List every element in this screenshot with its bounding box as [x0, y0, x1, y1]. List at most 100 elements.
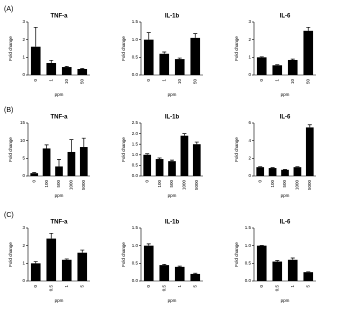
error-bar [162, 51, 167, 54]
bar [77, 252, 88, 281]
x-tick-label: 100 [44, 180, 49, 188]
y-axis-label: Fold change [234, 242, 239, 267]
y-axis-label: Fold change [121, 242, 126, 267]
error-bar [306, 26, 311, 31]
error-bar [64, 65, 69, 68]
x-axis-label: ppm [281, 193, 290, 198]
y-tick-label: 1.0 [245, 243, 252, 248]
bar [192, 144, 201, 176]
y-tick-label: 1.5 [132, 225, 139, 230]
x-tick-label: 5000 [81, 180, 86, 191]
x-tick-label: 0 [146, 79, 151, 82]
x-tick-label: 1000 [182, 180, 187, 191]
y-tick-label: 3 [22, 225, 25, 230]
error-bar [290, 257, 295, 260]
error-bar [170, 159, 174, 162]
bar [143, 245, 154, 281]
bar [79, 147, 88, 176]
error-bar [33, 26, 38, 47]
error-bar [49, 59, 54, 63]
bar [143, 154, 152, 176]
chart-title: TNF-a [51, 14, 69, 20]
y-tick-label: 1 [22, 55, 25, 60]
x-tick-label: 100 [157, 180, 162, 188]
x-tick-label: 50 [305, 79, 310, 85]
x-tick-label: 100 [270, 180, 275, 188]
error-bar [193, 33, 198, 38]
x-tick-label: 50 [79, 79, 84, 85]
panel-label: (C) [4, 212, 14, 219]
error-bar [80, 249, 85, 253]
bar [303, 30, 314, 75]
error-bar [80, 68, 85, 69]
x-axis-label: ppm [281, 298, 290, 303]
error-bar [69, 139, 74, 152]
x-tick-label: 5000 [307, 180, 312, 191]
error-bar [32, 172, 37, 174]
bar [77, 68, 88, 75]
error-bar [81, 137, 86, 148]
x-tick-label: 1 [64, 285, 69, 288]
x-axis-label: ppm [168, 193, 177, 198]
bar [272, 65, 283, 75]
x-axis-label: ppm [55, 193, 64, 198]
x-tick-label: 1 [290, 285, 295, 288]
x-tick-label: 0 [31, 180, 36, 183]
error-bar [44, 144, 49, 149]
y-tick-label: 0 [22, 72, 25, 77]
bar [46, 238, 57, 281]
x-tick-label: 5 [79, 285, 84, 288]
y-tick-label: 1 [22, 261, 25, 266]
x-tick-label: 1000 [69, 180, 74, 191]
chart-title: TNF-a [51, 115, 69, 121]
x-tick-label: 1 [48, 79, 53, 82]
y-tick-label: 0 [248, 72, 251, 77]
bar [67, 151, 76, 176]
y-tick-label: 0.0 [245, 278, 252, 283]
bar [168, 161, 176, 176]
x-axis-label: ppm [55, 92, 64, 97]
y-tick-label: 6 [248, 120, 251, 125]
x-tick-label: 1 [274, 79, 279, 82]
error-bar [145, 153, 150, 155]
x-axis-label: ppm [55, 298, 64, 303]
bar [287, 259, 298, 281]
bar [256, 245, 267, 281]
bar [174, 59, 185, 75]
x-tick-label: 0.5 [48, 285, 53, 292]
error-bar [64, 258, 69, 260]
error-bar [157, 157, 162, 160]
bar [281, 169, 289, 176]
x-tick-label: 500 [169, 180, 174, 188]
error-bar [146, 243, 151, 246]
bar [268, 168, 277, 176]
bar [30, 46, 41, 75]
y-axis-label: Fold change [121, 137, 126, 162]
error-bar [307, 124, 312, 128]
y-tick-label: 1.5 [132, 141, 139, 146]
x-tick-label: 10 [64, 79, 69, 85]
x-tick-label: 5 [192, 285, 197, 288]
bar [61, 67, 72, 75]
y-tick-label: 10 [20, 138, 26, 143]
x-tick-label: 0 [259, 79, 264, 82]
y-tick-label: 2.0 [132, 131, 139, 136]
bar [293, 167, 302, 176]
y-axis-label: Fold change [234, 137, 239, 162]
error-bar [275, 260, 280, 262]
y-tick-label: 0.0 [132, 278, 139, 283]
bar [287, 59, 298, 75]
y-axis-label: Fold change [8, 36, 13, 61]
chart-title: IL-1b [165, 14, 180, 20]
chart-title: IL-1b [165, 115, 180, 121]
bar [61, 259, 72, 281]
bar [30, 263, 41, 281]
bar [190, 37, 201, 75]
y-tick-label: 3 [22, 19, 25, 24]
bar [159, 53, 170, 75]
error-bar [182, 133, 187, 136]
x-tick-label: 0 [144, 180, 149, 183]
error-bar [194, 141, 199, 145]
x-axis-label: ppm [168, 92, 177, 97]
